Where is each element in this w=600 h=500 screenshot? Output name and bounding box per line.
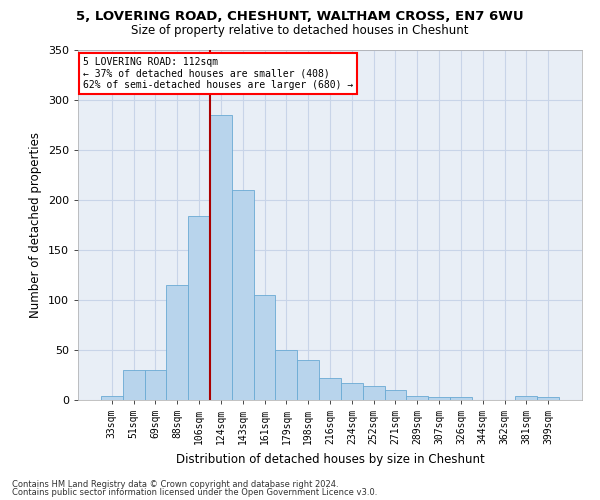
Bar — [297, 360, 319, 400]
Bar — [406, 396, 428, 400]
Text: Size of property relative to detached houses in Cheshunt: Size of property relative to detached ho… — [131, 24, 469, 37]
Bar — [275, 350, 297, 400]
Bar — [537, 397, 559, 400]
Bar — [210, 115, 232, 400]
Bar — [123, 370, 145, 400]
Text: 5, LOVERING ROAD, CHESHUNT, WALTHAM CROSS, EN7 6WU: 5, LOVERING ROAD, CHESHUNT, WALTHAM CROS… — [76, 10, 524, 23]
Text: Contains HM Land Registry data © Crown copyright and database right 2024.: Contains HM Land Registry data © Crown c… — [12, 480, 338, 489]
Bar — [145, 370, 166, 400]
Bar — [319, 378, 341, 400]
Bar — [450, 397, 472, 400]
Bar — [188, 216, 210, 400]
Bar — [428, 397, 450, 400]
Bar — [254, 295, 275, 400]
Bar — [363, 386, 385, 400]
X-axis label: Distribution of detached houses by size in Cheshunt: Distribution of detached houses by size … — [176, 452, 484, 466]
Bar — [101, 396, 123, 400]
Text: 5 LOVERING ROAD: 112sqm
← 37% of detached houses are smaller (408)
62% of semi-d: 5 LOVERING ROAD: 112sqm ← 37% of detache… — [83, 57, 353, 90]
Bar — [166, 285, 188, 400]
Y-axis label: Number of detached properties: Number of detached properties — [29, 132, 42, 318]
Bar — [385, 390, 406, 400]
Bar — [341, 383, 363, 400]
Bar — [515, 396, 537, 400]
Bar — [232, 190, 254, 400]
Text: Contains public sector information licensed under the Open Government Licence v3: Contains public sector information licen… — [12, 488, 377, 497]
